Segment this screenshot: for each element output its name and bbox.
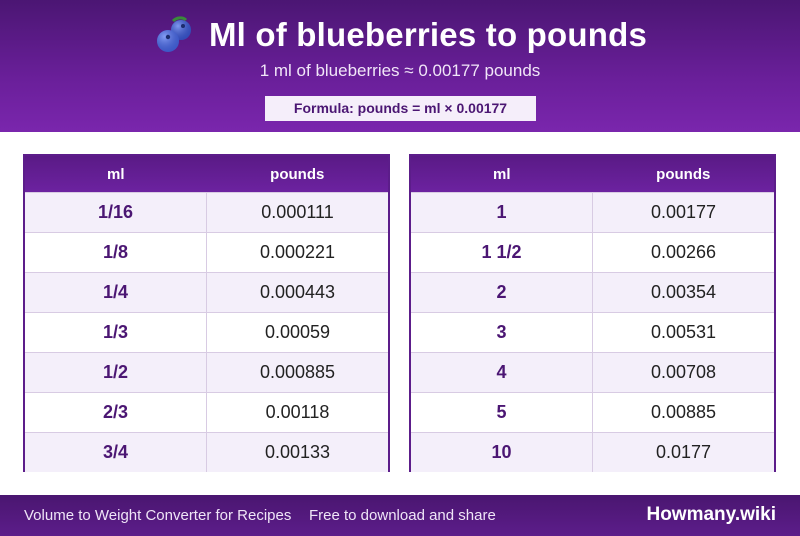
ml-cell: 5 — [411, 393, 593, 432]
table-row: 4 0.00708 — [411, 352, 774, 392]
header-banner: Ml of blueberries to pounds 1 ml of blue… — [0, 0, 800, 132]
pounds-cell: 0.000111 — [261, 202, 334, 222]
conversion-table-right: ml pounds 1 0.00177 1 1/2 0.00266 2 0.00354… — [409, 154, 776, 472]
table-header: ml pounds — [411, 156, 774, 192]
table-row: 10 0.0177 — [411, 432, 774, 472]
table-row: 5 0.00885 — [411, 392, 774, 432]
table-row: 3/4 0.00133 — [25, 432, 388, 472]
pounds-cell: 0.00266 — [650, 242, 717, 262]
ml-cell: 1/2 — [25, 353, 207, 392]
conversion-subtitle: 1 ml of blueberries ≈ 0.00177 pounds — [259, 61, 541, 80]
blueberries-icon — [156, 16, 191, 52]
ml-cell: 1/4 — [25, 273, 207, 312]
column-header-ml: ml — [492, 165, 511, 183]
ml-cell: 2/3 — [25, 393, 207, 432]
ml-cell: 2 — [411, 273, 593, 312]
table-row: 1 1/2 0.00266 — [411, 232, 774, 272]
formula-box: Formula: pounds = ml × 0.00177 — [265, 96, 536, 121]
table-row: 1/16 0.000111 — [25, 192, 388, 232]
pounds-cell: 0.00177 — [650, 202, 717, 222]
conversion-table-left: ml pounds 1/16 0.000111 1/8 0.000221 1/4 0.… — [23, 154, 390, 472]
pounds-cell: 0.00354 — [650, 282, 717, 302]
column-header-pounds: pounds — [656, 165, 711, 183]
pounds-cell: 0.000443 — [259, 282, 336, 302]
page-title: Ml of blueberries to pounds — [208, 16, 648, 53]
footer-left-text: Volume to Weight Converter for Recipes — [24, 507, 292, 524]
column-header-pounds: pounds — [270, 165, 325, 183]
table-row: 1/3 0.00059 — [25, 312, 388, 352]
footer-middle-text: Free to download and share — [309, 507, 496, 524]
table-row: 1 0.00177 — [411, 192, 774, 232]
title-row: Ml of blueberries to pounds — [0, 12, 800, 58]
pounds-cell: 0.000221 — [259, 242, 336, 262]
column-header-ml: ml — [106, 165, 125, 183]
pounds-cell: 0.00118 — [265, 402, 330, 422]
table-row: 1/4 0.000443 — [25, 272, 388, 312]
ml-cell: 1/3 — [25, 313, 207, 352]
ml-cell: 1 1/2 — [411, 233, 593, 272]
ml-cell: 3 — [411, 313, 593, 352]
table-row: 2/3 0.00118 — [25, 392, 388, 432]
ml-cell: 1 — [411, 193, 593, 232]
table-row: 3 0.00531 — [411, 312, 774, 352]
table-row: 2 0.00354 — [411, 272, 774, 312]
pounds-cell: 0.00133 — [264, 442, 331, 462]
pounds-cell: 0.00531 — [650, 322, 717, 342]
brand-logo-text[interactable]: Howmany.wiki — [646, 504, 776, 525]
pounds-cell: 0.00059 — [264, 322, 331, 342]
pounds-cell: 0.00708 — [650, 362, 717, 382]
pounds-cell: 0.000885 — [259, 362, 336, 382]
footer-bar: Volume to Weight Converter for Recipes F… — [0, 495, 800, 536]
ml-cell: 4 — [411, 353, 593, 392]
pounds-cell: 0.00885 — [650, 402, 717, 422]
ml-cell: 1/16 — [25, 193, 207, 232]
table-row: 1/2 0.000885 — [25, 352, 388, 392]
table-body: 1 0.00177 1 1/2 0.00266 2 0.00354 3 0.00531 … — [411, 192, 774, 472]
table-body: 1/16 0.000111 1/8 0.000221 1/4 0.000443 1/3… — [25, 192, 388, 472]
pounds-cell: 0.0177 — [655, 442, 712, 462]
ml-cell: 1/8 — [25, 233, 207, 272]
ml-cell: 3/4 — [25, 433, 207, 472]
table-header: ml pounds — [25, 156, 388, 192]
table-row: 1/8 0.000221 — [25, 232, 388, 272]
ml-cell: 10 — [411, 433, 593, 472]
